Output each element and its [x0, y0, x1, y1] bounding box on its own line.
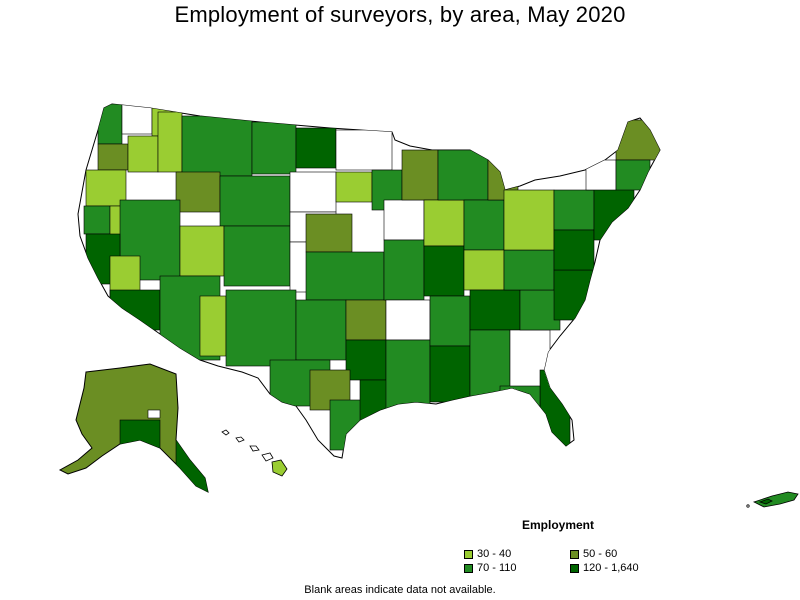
footnote: Blank areas indicate data not available. [304, 584, 496, 596]
legend-item-70-110: 70 - 110 [464, 562, 517, 574]
puerto-rico [746, 491, 799, 508]
legend-swatch [570, 549, 579, 559]
legend-title: Employment [522, 518, 595, 532]
conterminous-us [77, 103, 661, 459]
legend-item-120-1640: 120 - 1,640 [570, 562, 639, 574]
alaska [58, 363, 209, 493]
map-title: Employment of surveyors, by area, May 20… [174, 2, 626, 27]
legend-label: 30 - 40 [477, 548, 512, 560]
legend-item-50-60: 50 - 60 [570, 548, 617, 560]
legend-swatch [570, 563, 579, 573]
legend-label: 70 - 110 [477, 562, 517, 574]
legend-item-30-40: 30 - 40 [464, 548, 511, 560]
legend-swatch [464, 549, 473, 559]
hawaii [221, 429, 288, 477]
legend-label: 50 - 60 [583, 548, 618, 560]
map-legend: Employment 30 - 40 50 - 60 70 - 110 120 … [462, 518, 662, 580]
legend-label: 120 - 1,640 [583, 562, 639, 574]
legend-swatch [464, 563, 473, 573]
